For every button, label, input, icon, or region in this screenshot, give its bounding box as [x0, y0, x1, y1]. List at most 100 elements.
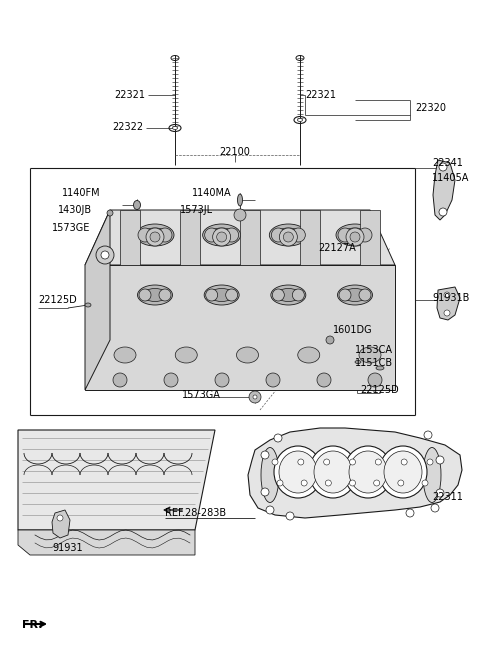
Ellipse shape	[336, 224, 374, 246]
Circle shape	[373, 480, 380, 486]
Circle shape	[424, 431, 432, 439]
Polygon shape	[437, 287, 460, 320]
Ellipse shape	[343, 288, 368, 302]
Text: 22100: 22100	[219, 147, 251, 157]
Circle shape	[350, 232, 360, 242]
Ellipse shape	[279, 451, 317, 493]
Circle shape	[317, 373, 331, 387]
Circle shape	[277, 480, 283, 486]
Circle shape	[272, 459, 278, 465]
Ellipse shape	[85, 303, 91, 307]
Circle shape	[271, 228, 285, 242]
Circle shape	[164, 373, 178, 387]
Text: 1140MA: 1140MA	[192, 188, 232, 198]
Text: REF.28-283B: REF.28-283B	[165, 508, 226, 518]
Ellipse shape	[423, 447, 441, 503]
Circle shape	[301, 480, 307, 486]
Circle shape	[325, 480, 331, 486]
Ellipse shape	[376, 366, 384, 370]
Text: 22125D: 22125D	[38, 295, 77, 305]
Text: 1430JB: 1430JB	[58, 205, 92, 215]
Ellipse shape	[379, 446, 427, 498]
Ellipse shape	[344, 446, 392, 498]
Ellipse shape	[298, 347, 320, 363]
Ellipse shape	[261, 447, 279, 503]
Polygon shape	[18, 430, 215, 530]
Circle shape	[249, 391, 261, 403]
Circle shape	[204, 228, 219, 242]
Circle shape	[436, 456, 444, 464]
Ellipse shape	[237, 347, 259, 363]
Circle shape	[346, 228, 364, 246]
Circle shape	[107, 210, 113, 216]
Circle shape	[272, 289, 284, 301]
Text: 22321: 22321	[305, 90, 336, 100]
Circle shape	[213, 228, 231, 246]
Polygon shape	[18, 530, 195, 555]
Text: FR.: FR.	[22, 620, 43, 630]
Circle shape	[158, 228, 172, 242]
Polygon shape	[52, 510, 70, 538]
Circle shape	[150, 232, 160, 242]
Bar	[120, 210, 140, 265]
Bar	[360, 210, 380, 265]
Text: 1573GE: 1573GE	[52, 223, 90, 233]
Text: 91931: 91931	[53, 543, 84, 553]
Text: 1153CA: 1153CA	[355, 345, 393, 355]
Circle shape	[113, 373, 127, 387]
Ellipse shape	[114, 347, 136, 363]
Circle shape	[266, 373, 280, 387]
Ellipse shape	[337, 285, 372, 305]
Circle shape	[253, 395, 257, 399]
Circle shape	[101, 251, 109, 259]
Circle shape	[431, 504, 439, 512]
Ellipse shape	[269, 224, 307, 246]
Ellipse shape	[309, 446, 357, 498]
Circle shape	[291, 228, 305, 242]
Circle shape	[406, 509, 414, 517]
Circle shape	[139, 289, 151, 301]
Circle shape	[215, 373, 229, 387]
Ellipse shape	[276, 288, 301, 302]
Circle shape	[57, 515, 63, 521]
Circle shape	[349, 459, 356, 465]
Circle shape	[444, 292, 450, 298]
Circle shape	[427, 459, 433, 465]
Ellipse shape	[314, 451, 352, 493]
Ellipse shape	[275, 228, 302, 242]
Circle shape	[279, 228, 297, 246]
Circle shape	[225, 228, 239, 242]
Polygon shape	[248, 428, 462, 518]
Ellipse shape	[172, 127, 178, 129]
Ellipse shape	[208, 228, 236, 242]
Text: 22341: 22341	[432, 158, 463, 168]
Circle shape	[146, 228, 164, 246]
Ellipse shape	[143, 288, 168, 302]
Circle shape	[439, 163, 447, 171]
Polygon shape	[85, 265, 395, 390]
Circle shape	[298, 459, 304, 465]
Circle shape	[326, 336, 334, 344]
Text: 1573JL: 1573JL	[180, 205, 213, 215]
Polygon shape	[85, 210, 395, 265]
Circle shape	[292, 289, 304, 301]
Circle shape	[368, 373, 382, 387]
Polygon shape	[433, 160, 455, 220]
Ellipse shape	[137, 285, 172, 305]
Circle shape	[159, 289, 171, 301]
Circle shape	[324, 459, 330, 465]
Circle shape	[349, 480, 356, 486]
Text: 91931B: 91931B	[432, 293, 469, 303]
Ellipse shape	[204, 285, 239, 305]
Circle shape	[138, 228, 152, 242]
Circle shape	[266, 506, 274, 514]
Ellipse shape	[133, 200, 141, 210]
Ellipse shape	[209, 288, 234, 302]
Circle shape	[339, 289, 351, 301]
Bar	[240, 210, 260, 265]
Circle shape	[359, 289, 371, 301]
Ellipse shape	[384, 451, 422, 493]
Circle shape	[226, 289, 238, 301]
Circle shape	[286, 512, 294, 520]
Ellipse shape	[203, 224, 240, 246]
